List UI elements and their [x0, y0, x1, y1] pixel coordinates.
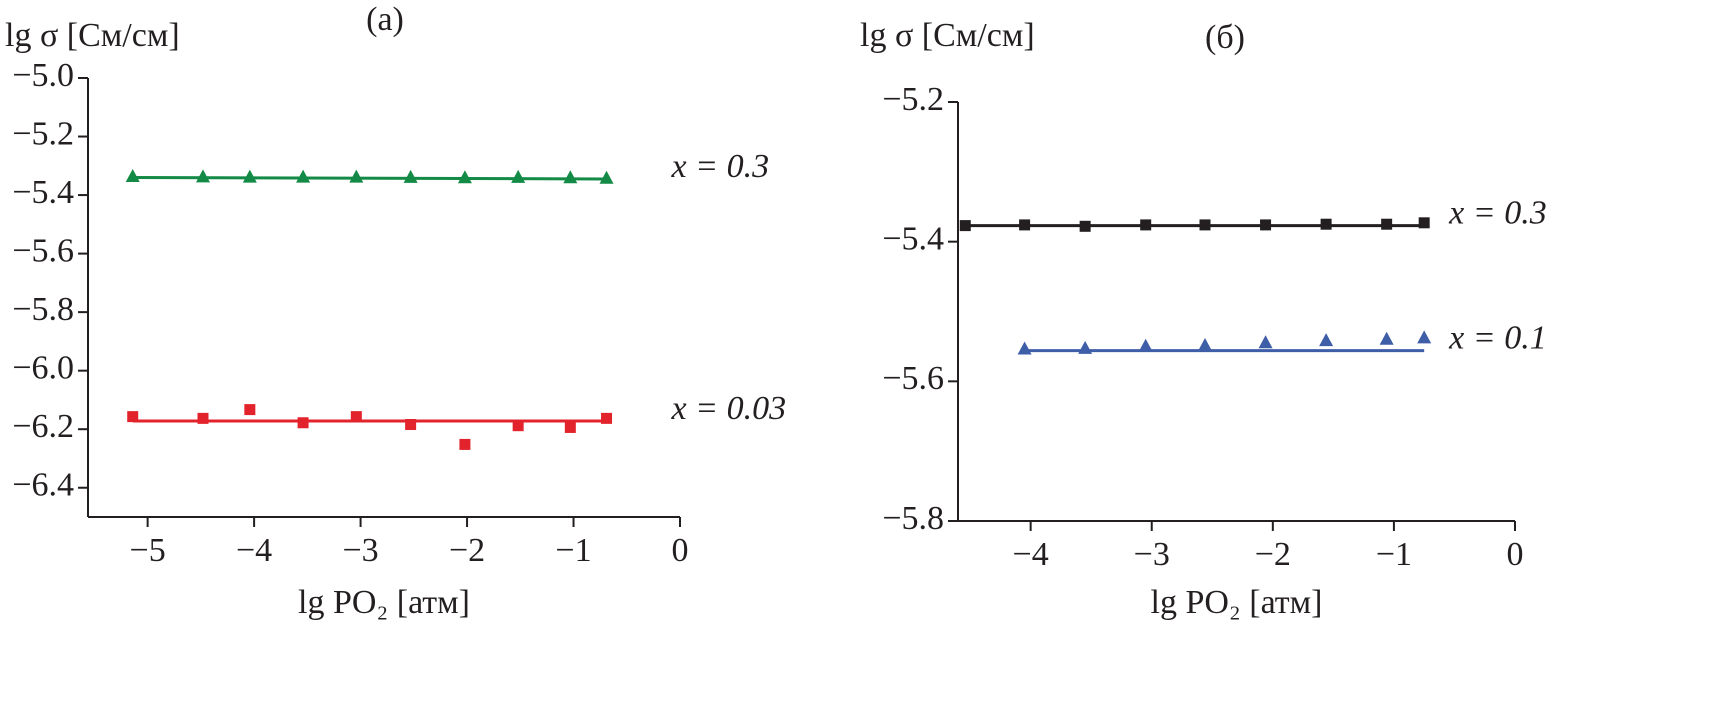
y-axis-label: lg σ [См/см]: [5, 17, 180, 54]
x-tick-label: −5: [130, 532, 166, 569]
y-tick-label: −5.8: [12, 291, 74, 328]
y-tick-label: −6.0: [12, 349, 74, 386]
series-label: x = 0.1: [1448, 319, 1547, 356]
marker: [1017, 341, 1032, 355]
x-tick-label: −3: [1134, 536, 1170, 573]
marker: [1260, 219, 1272, 231]
panel-title: (б): [1205, 19, 1245, 56]
marker: [1381, 218, 1393, 230]
marker: [564, 421, 576, 433]
x-tick-label: −2: [1255, 536, 1291, 573]
marker: [1019, 219, 1031, 231]
marker: [511, 169, 526, 183]
marker: [457, 170, 472, 184]
x-tick-label: 0: [1507, 536, 1524, 573]
y-tick-label: −6.4: [12, 467, 74, 504]
marker: [1379, 331, 1394, 345]
x-tick-label: −4: [1013, 536, 1049, 573]
marker: [563, 170, 578, 184]
x-axis-label: lg PO₂ [атм]: [298, 584, 470, 621]
x-tick-label: −1: [1376, 536, 1412, 573]
marker: [403, 169, 418, 183]
marker: [1140, 219, 1152, 231]
y-tick-label: −6.2: [12, 408, 74, 445]
x-tick-label: −1: [555, 532, 591, 569]
marker: [350, 411, 362, 423]
x-tick-label: −2: [449, 532, 485, 569]
marker: [459, 438, 471, 450]
marker: [244, 404, 256, 416]
fit-line: [132, 176, 607, 181]
marker: [512, 420, 524, 432]
y-axis-label: lg σ [См/см]: [860, 17, 1035, 54]
marker: [1199, 219, 1211, 231]
y-tick-label: −5.2: [12, 115, 74, 152]
marker: [1319, 333, 1334, 347]
marker: [1138, 338, 1153, 352]
marker: [1198, 338, 1213, 352]
x-tick-label: 0: [672, 532, 689, 569]
marker: [127, 411, 139, 423]
x-tick-label: −4: [236, 532, 272, 569]
marker: [1418, 217, 1430, 229]
marker: [1320, 218, 1332, 230]
y-tick-label: −5.4: [12, 174, 74, 211]
series-label: x = 0.3: [1448, 194, 1547, 231]
y-tick-label: −5.2: [882, 81, 944, 118]
marker: [195, 169, 210, 183]
marker: [405, 419, 417, 431]
y-tick-label: −5.8: [882, 500, 944, 537]
y-tick-label: −5.6: [882, 360, 944, 397]
marker: [1417, 330, 1432, 344]
series-label: x = 0.3: [671, 148, 770, 185]
x-tick-label: −3: [342, 532, 378, 569]
y-tick-label: −5.0: [12, 57, 74, 94]
marker: [1258, 335, 1273, 349]
marker: [197, 412, 209, 424]
marker: [1079, 220, 1091, 232]
marker: [599, 170, 614, 184]
y-tick-label: −5.6: [12, 232, 74, 269]
marker: [242, 169, 257, 183]
x-axis-label: lg PO₂ [атм]: [1151, 584, 1323, 621]
series-label: x = 0.03: [671, 390, 787, 427]
marker: [601, 412, 613, 424]
marker: [296, 169, 311, 183]
marker: [349, 169, 364, 183]
marker: [125, 169, 140, 183]
panel-title: (а): [366, 1, 404, 38]
marker: [1078, 340, 1093, 354]
y-tick-label: −5.4: [882, 220, 944, 257]
marker: [959, 220, 971, 232]
marker: [297, 417, 309, 429]
